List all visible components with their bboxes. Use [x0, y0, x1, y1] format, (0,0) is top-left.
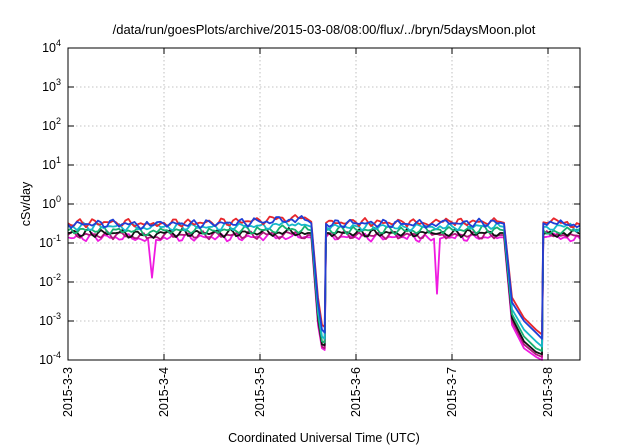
series-line: [67, 215, 581, 340]
y-tick-label: 10-2: [39, 272, 61, 289]
series-layer: [67, 214, 581, 361]
series-line: [67, 224, 581, 352]
y-axis-label: cSv/day: [19, 181, 33, 226]
x-tick-label: 2015-3-7: [445, 367, 459, 417]
tick-layer: 10-4 10-3 10-2 10-1 100 101 102 103 104 2015-3-3 2…: [39, 38, 580, 417]
y-tick-label: 100: [42, 194, 61, 211]
x-tick-label: 2015-3-3: [61, 367, 75, 417]
chart-title: /data/run/goesPlots/archive/2015-03-08/0…: [113, 22, 536, 37]
y-tick-label: 10-3: [39, 311, 61, 328]
series-line: [67, 220, 581, 348]
y-tick-label: 10-1: [39, 233, 61, 250]
x-tick-label: 2015-3-8: [541, 367, 555, 417]
x-tick-label: 2015-3-6: [349, 367, 363, 417]
x-axis-label: Coordinated Universal Time (UTC): [228, 431, 420, 445]
x-tick-label: 2015-3-4: [157, 367, 171, 417]
y-tick-label: 10-4: [39, 350, 61, 367]
y-tick-label: 104: [42, 38, 61, 55]
x-tick-label: 2015-3-5: [253, 367, 267, 417]
y-tick-label: 102: [42, 116, 61, 133]
y-tick-label: 101: [42, 155, 61, 172]
y-tick-label: 103: [42, 77, 61, 94]
